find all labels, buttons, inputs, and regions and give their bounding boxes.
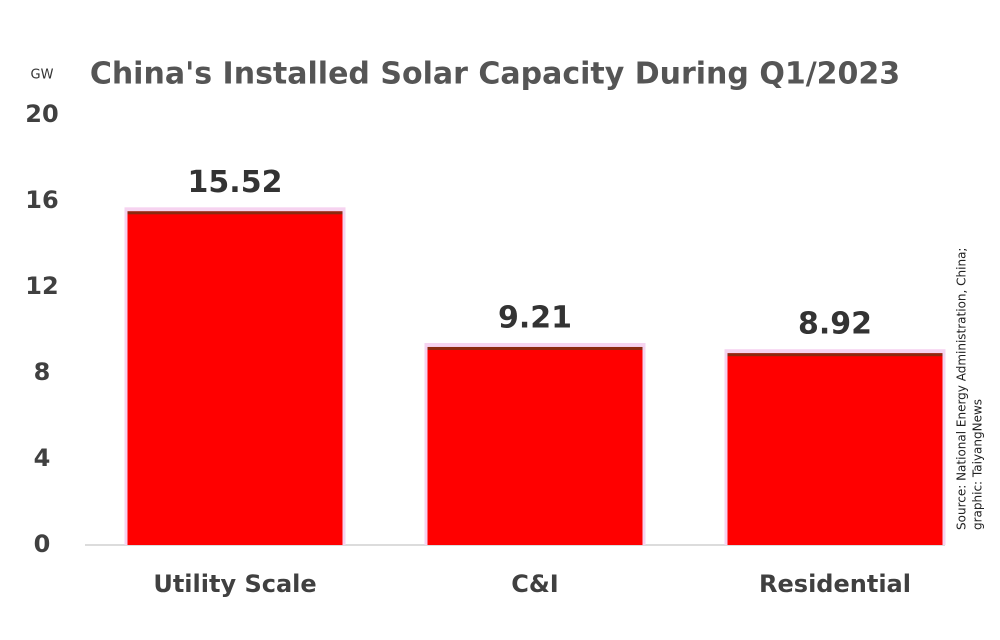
- y-unit: GW: [31, 68, 54, 83]
- x-tick-label: C&I: [511, 570, 558, 598]
- source-line: Source: National Energy Administration, …: [955, 248, 969, 530]
- x-tick-label: Residential: [759, 570, 911, 598]
- y-tick-label: 16: [25, 186, 58, 214]
- value-label: 8.92: [798, 307, 872, 342]
- bar-top-edge: [127, 211, 343, 215]
- bar-top-edge: [427, 346, 643, 350]
- value-label: 15.52: [188, 165, 283, 200]
- bar-top-edge: [727, 353, 943, 357]
- bar: [427, 346, 643, 545]
- y-tick-label: 4: [34, 444, 51, 472]
- chart-title: China's Installed Solar Capacity During …: [90, 57, 900, 92]
- bar: [727, 353, 943, 545]
- y-tick-label: 8: [34, 358, 51, 386]
- y-tick-label: 20: [25, 100, 58, 128]
- source-line: graphic: TaiyangNews: [971, 399, 985, 530]
- y-tick-label: 12: [25, 272, 58, 300]
- x-tick-label: Utility Scale: [153, 570, 316, 598]
- source-note: Source: National Energy Administration, …: [955, 248, 985, 530]
- bar: [127, 211, 343, 545]
- y-tick-label: 0: [34, 530, 51, 558]
- value-label: 9.21: [498, 300, 572, 335]
